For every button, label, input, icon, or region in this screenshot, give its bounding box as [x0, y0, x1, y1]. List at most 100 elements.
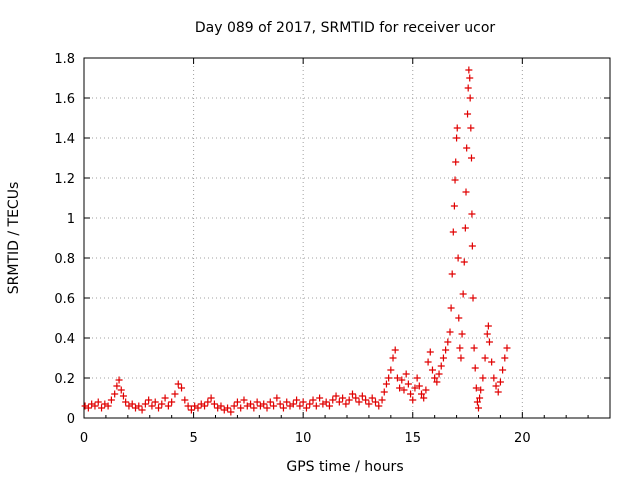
- data-point: [332, 392, 340, 400]
- data-point: [358, 392, 366, 400]
- data-point: [296, 402, 304, 410]
- data-point: [339, 394, 347, 402]
- data-point: [433, 378, 441, 386]
- data-point: [247, 400, 255, 408]
- data-point: [454, 254, 462, 262]
- data-point: [342, 400, 350, 408]
- data-point: [348, 390, 356, 398]
- data-point: [263, 404, 271, 412]
- data-point: [293, 396, 301, 404]
- data-point: [444, 338, 452, 346]
- data-point: [485, 338, 493, 346]
- data-point: [329, 396, 337, 404]
- data-point: [158, 400, 166, 408]
- axis-ticks: 0 0.2 0.4 0.6 0.8 1 1.2 1.4 1.6 1.8 0 5 10 15 20: [54, 52, 611, 446]
- data-point: [426, 348, 434, 356]
- data-point: [481, 354, 489, 362]
- data-point: [230, 402, 238, 410]
- data-point: [465, 66, 473, 74]
- data-point: [174, 380, 182, 388]
- data-point: [424, 358, 432, 366]
- data-point: [496, 378, 504, 386]
- data-point: [362, 396, 370, 404]
- data-point: [420, 394, 428, 402]
- data-point: [484, 322, 492, 330]
- data-point: [306, 400, 314, 408]
- data-point: [178, 384, 186, 392]
- data-point: [492, 382, 500, 390]
- data-point: [260, 400, 268, 408]
- data-point: [168, 398, 176, 406]
- data-point: [409, 396, 417, 404]
- data-point: [442, 346, 450, 354]
- data-point: [240, 396, 248, 404]
- data-point: [312, 402, 320, 410]
- data-point: [458, 330, 466, 338]
- data-point: [224, 404, 232, 412]
- x-tick-label: 15: [404, 431, 421, 446]
- data-point: [113, 382, 121, 390]
- data-point: [456, 344, 464, 352]
- data-point: [322, 398, 330, 406]
- data-point: [459, 290, 467, 298]
- data-point: [391, 346, 399, 354]
- data-point: [145, 396, 153, 404]
- data-point: [382, 380, 390, 388]
- x-tick-label: 20: [514, 431, 531, 446]
- data-point: [368, 394, 376, 402]
- y-tick-label: 1: [67, 212, 75, 227]
- data-point: [207, 394, 215, 402]
- data-point: [407, 390, 415, 398]
- data-point: [148, 402, 156, 410]
- data-point: [279, 404, 287, 412]
- data-point: [233, 398, 241, 406]
- data-point: [237, 404, 245, 412]
- data-point: [201, 402, 209, 410]
- y-tick-label: 1.8: [54, 52, 75, 67]
- x-tick-label: 5: [189, 431, 197, 446]
- data-point: [463, 144, 471, 152]
- data-point: [451, 176, 459, 184]
- y-tick-label: 1.2: [54, 172, 75, 187]
- data-point: [253, 398, 261, 406]
- data-point: [171, 390, 179, 398]
- data-point: [490, 374, 498, 382]
- data-point: [453, 124, 461, 132]
- data-point: [448, 270, 456, 278]
- data-point: [503, 344, 511, 352]
- data-point: [302, 404, 310, 412]
- data-point: [389, 354, 397, 362]
- data-points: [81, 66, 511, 416]
- data-point: [345, 396, 353, 404]
- data-point: [472, 384, 480, 392]
- data-point: [466, 94, 474, 102]
- data-point: [111, 390, 119, 398]
- data-point: [289, 400, 297, 408]
- data-point: [184, 402, 192, 410]
- plot-frame: [83, 57, 611, 419]
- data-point: [411, 384, 419, 392]
- data-point: [393, 374, 401, 382]
- data-point: [316, 394, 324, 402]
- data-point: [210, 400, 218, 408]
- data-point: [227, 408, 235, 416]
- data-point: [371, 398, 379, 406]
- data-point: [460, 258, 468, 266]
- data-point: [107, 396, 115, 404]
- data-point: [464, 110, 472, 118]
- data-point: [470, 344, 478, 352]
- data-point: [138, 406, 146, 414]
- data-point: [468, 210, 476, 218]
- data-point: [449, 228, 457, 236]
- x-tick-label: 0: [80, 431, 88, 446]
- data-point: [483, 330, 491, 338]
- y-tick-label: 0.6: [54, 292, 75, 307]
- data-point: [473, 398, 481, 406]
- data-point: [450, 202, 458, 210]
- data-point: [378, 396, 386, 404]
- data-point: [119, 392, 127, 400]
- data-point: [477, 386, 485, 394]
- data-point: [187, 406, 195, 414]
- data-point: [455, 314, 463, 322]
